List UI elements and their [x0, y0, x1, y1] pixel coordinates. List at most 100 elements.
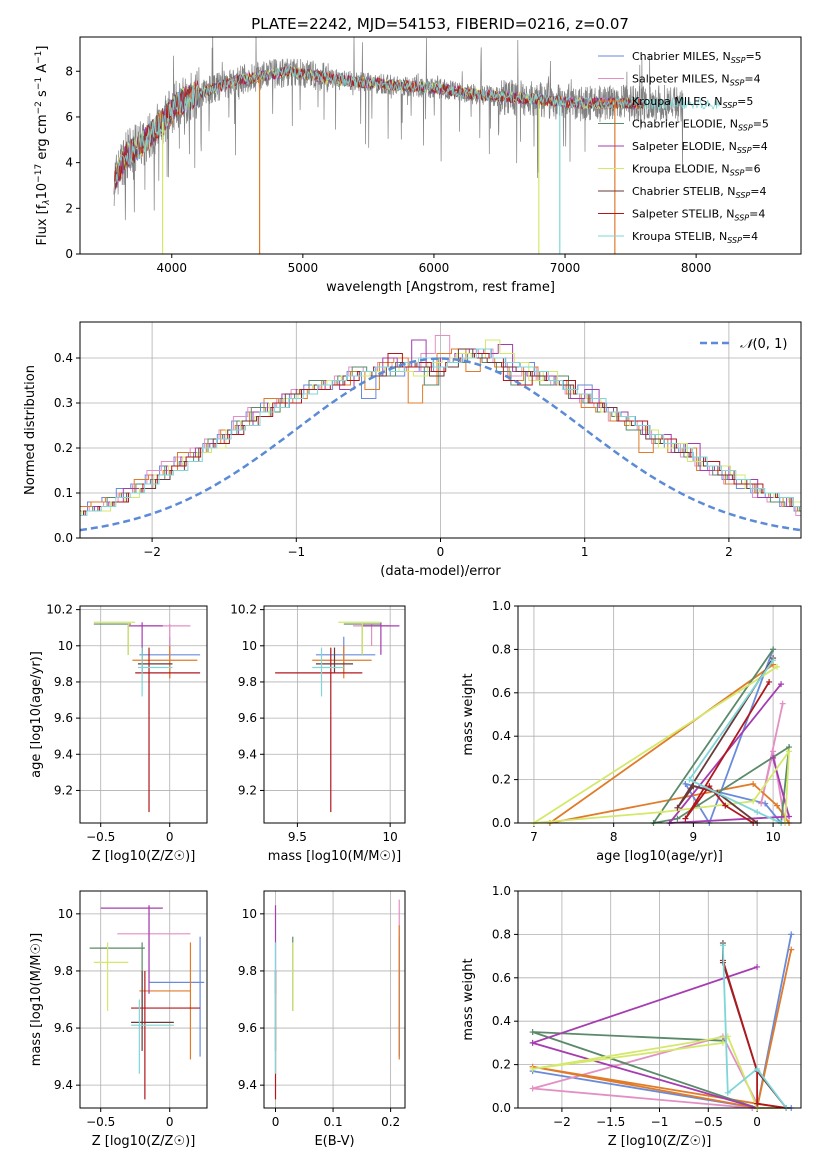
normal-curve: [80, 357, 801, 532]
observed-spectrum: [113, 37, 684, 221]
residuals-xtick-label: 1: [581, 545, 589, 559]
Z_weight-frame: [517, 890, 802, 1109]
Z_weight-marker: [719, 1039, 726, 1046]
age_weight-xtick-label: 10: [765, 830, 780, 844]
Z_weight-series-8: [722, 945, 788, 1109]
age_weight-ylabel: mass weight: [461, 673, 476, 755]
age_weight-marker: [722, 802, 729, 809]
Z_weight-marker: [529, 1029, 536, 1036]
figure-title: PLATE=2242, MJD=54153, FIBERID=0216, z=0…: [251, 15, 629, 33]
residuals-xlabel: (data-model)/error: [380, 564, 501, 579]
ebv_mass-ytick-label: 9.8: [238, 964, 257, 978]
age_weight-marker: [786, 748, 793, 755]
age_weight-frame: [517, 605, 802, 824]
residual-hist-3: [80, 353, 801, 512]
Z_age-ytick-label: 9.8: [54, 675, 73, 689]
legend-entry-7: Salpeter STELIB, NSSP=4: [632, 208, 765, 223]
age_weight-marker: [674, 815, 681, 822]
spectrum-xtick-label: 8000: [681, 261, 712, 275]
residual-hist-1: [80, 335, 801, 516]
mass_age-xlabel: mass [log10(M/M☉)]: [268, 849, 401, 864]
residuals-ytick-label: 0.2: [54, 441, 73, 455]
spectrum-lines: [113, 37, 721, 254]
age_weight-series-5: [533, 666, 791, 824]
mass_age-frame: [263, 605, 406, 824]
age_weight-marker: [786, 813, 793, 820]
residual-hist-7: [80, 353, 801, 516]
Z_weight-xtick-label: −1: [651, 1115, 669, 1129]
residuals-ytick-label: 0.4: [54, 351, 73, 365]
spectrum-legend: Chabrier MILES, NSSP=5 Salpeter MILES, NS…: [598, 50, 769, 245]
residuals-ytick-label: 0.0: [54, 531, 73, 545]
spectrum-xtick-label: 7000: [550, 261, 581, 275]
residuals-xtick-label: 0: [437, 545, 445, 559]
ebv_mass-ytick-label: 9.4: [238, 1078, 257, 1092]
age_weight-xtick-label: 7: [530, 830, 538, 844]
spectrum-ylabel: Flux [fλ10−17 erg cm−2 s−1 A−1]: [34, 46, 52, 246]
residual-hist-8: [80, 348, 801, 516]
Z_age-ytick-label: 9.6: [54, 711, 73, 725]
age_weight-marker: [778, 681, 785, 688]
mass_age-ytick-label: 9.6: [238, 711, 257, 725]
Z_age-ytick-label: 9.2: [54, 783, 73, 797]
ebv_mass-xlabel: E(B-V): [314, 1134, 354, 1149]
age_weight-marker: [770, 646, 777, 653]
mass_age-xtick-label: 10: [383, 830, 398, 844]
mass_age-ytick-label: 9.2: [238, 783, 257, 797]
Z_mass-ylabel: mass [log10(M/M☉)]: [29, 933, 44, 1066]
age_weight-series-6: [676, 657, 774, 824]
age_weight-marker: [770, 748, 777, 755]
Z_weight-ytick-label: 0.8: [492, 927, 511, 941]
mass_age-axes: 9.5 10 9.2 9.4 9.6 9.8 10 10.2: [230, 603, 405, 844]
Z_weight-marker: [529, 1039, 536, 1046]
residual-hist-6: [80, 348, 801, 516]
spectrum-ytick-label: 8: [65, 64, 73, 78]
legend-entry-2: Kroupa MILES, NSSP=5: [632, 95, 753, 110]
Z_weight-ytick-label: 0.4: [492, 1014, 511, 1028]
Z_mass-ytick-label: 9.8: [54, 964, 73, 978]
Z_age-ylabel: age [log10(age/yr)]: [29, 651, 44, 778]
legend-entry-5: Kroupa ELODIE, NSSP=6: [632, 163, 761, 178]
ebv_mass-axes: 0 0.1 0.2 9.4 9.6 9.8 10: [238, 891, 405, 1129]
Z_weight-xtick-label: 0: [753, 1115, 761, 1129]
residuals-hists: [80, 335, 801, 532]
Z_age-xtick-label: 0: [166, 830, 174, 844]
ebv_mass-xtick-label: 0.2: [381, 1115, 400, 1129]
Z_age-xtick-label: −0.5: [86, 830, 115, 844]
Z_mass-ytick-label: 10: [58, 907, 73, 921]
Z_mass-ytick-label: 9.4: [54, 1078, 73, 1092]
Z_weight-ytick-label: 0.6: [492, 971, 511, 985]
age_weight-ytick-label: 0.6: [492, 686, 511, 700]
ebv_mass-xtick-label: 0: [272, 1115, 280, 1129]
residuals-xtick-label: −2: [143, 545, 161, 559]
legend-entry-1: Salpeter MILES, NSSP=4: [632, 73, 761, 88]
mass_age-ytick-label: 9.4: [238, 747, 257, 761]
residuals-ytick-label: 0.1: [54, 486, 73, 500]
spectrum-frame: [79, 36, 802, 255]
spectrum-ytick-label: 0: [65, 247, 73, 261]
residual-hist-5: [80, 339, 801, 516]
Z_weight-ytick-label: 0.0: [492, 1101, 511, 1115]
age_weight-marker: [766, 678, 773, 685]
Z_weight-xlabel: Z [log10(Z/Z☉)]: [608, 1134, 712, 1149]
spectrum-xlabel: wavelength [Angstrom, rest frame]: [326, 280, 555, 295]
spectrum-xtick-label: 4000: [156, 261, 187, 275]
ebv_mass-ytick-label: 9.6: [238, 1021, 257, 1035]
age_weight-marker: [658, 809, 665, 816]
ebv_mass-xtick-label: 0.1: [324, 1115, 343, 1129]
age_weight-marker: [774, 663, 781, 670]
Z_age-ytick-label: 10: [58, 639, 73, 653]
age_weight-marker: [750, 798, 757, 805]
Z_weight-marker: [724, 1089, 731, 1096]
age_weight-ytick-label: 0.0: [492, 816, 511, 830]
Z_mass-axes: −0.5 0 9.4 9.6 9.8 10: [54, 891, 207, 1129]
age_weight-marker: [674, 804, 681, 811]
age_weight-marker: [686, 776, 693, 783]
age_weight-axes: 7 8 9 10 0.0 0.2 0.4 0.6 0.8 1.0: [492, 599, 801, 844]
age_weight-ytick-label: 1.0: [492, 599, 511, 613]
spectrum-axes: 4000 5000 6000 7000 8000 0 2 4 6 8: [65, 64, 711, 275]
mass_age-ytick-label: 9.8: [238, 675, 257, 689]
spectrum-xtick-label: 5000: [288, 261, 319, 275]
Z_weight-marker: [529, 1085, 536, 1092]
